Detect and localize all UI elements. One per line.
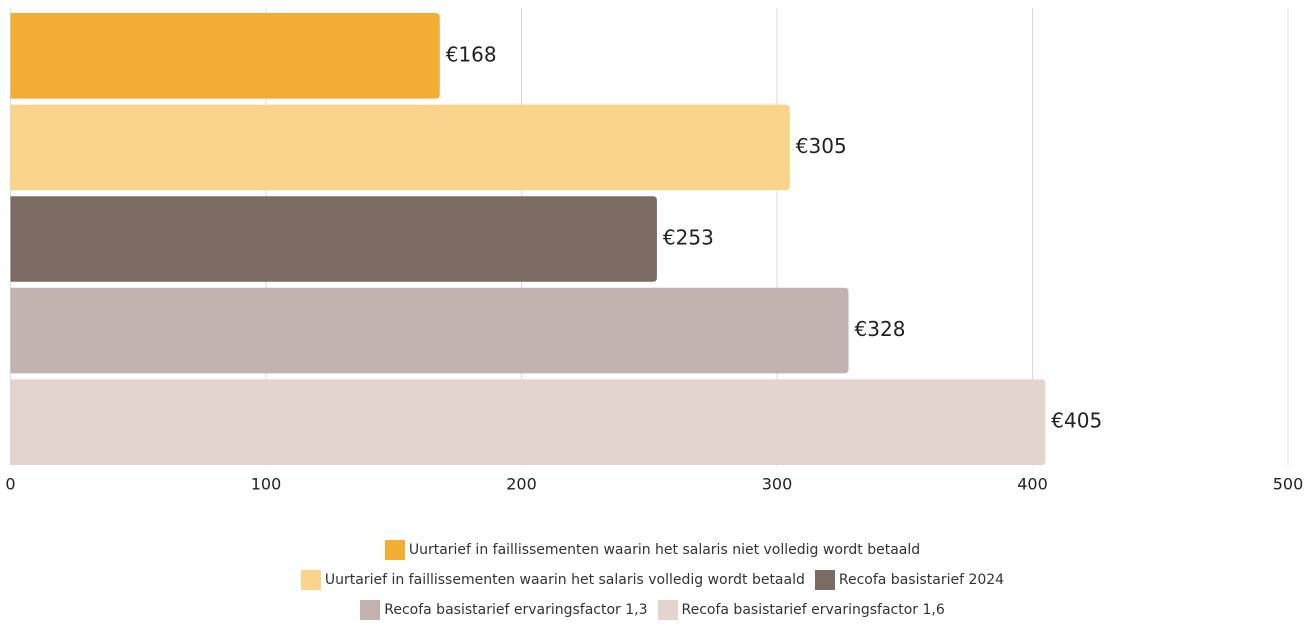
bar	[10, 13, 440, 99]
x-tick-label: 0	[5, 475, 15, 494]
value-label: €168	[446, 42, 497, 66]
legend-label: Recofa basistarief ervaringsfactor 1,3	[384, 602, 648, 618]
bar	[10, 104, 790, 191]
legend: Uurtarief in faillissementen waarin het …	[0, 535, 1305, 625]
legend-item: Uurtarief in faillissementen waarin het …	[300, 570, 805, 590]
legend-item: Recofa basistarief ervaringsfactor 1,6	[657, 600, 945, 620]
legend-label: Uurtarief in faillissementen waarin het …	[324, 572, 805, 588]
x-tick-label: 100	[251, 475, 282, 494]
legend-label: Uurtarief in faillissementen waarin het …	[408, 542, 921, 558]
legend-swatch	[814, 570, 835, 590]
value-label: €305	[796, 134, 847, 158]
legend-item: Recofa basistarief ervaringsfactor 1,3	[360, 600, 648, 620]
legend-row: Recofa basistarief ervaringsfactor 1,3 Re…	[0, 595, 1305, 625]
legend-swatch	[360, 600, 381, 620]
legend-label: Recofa basistarief ervaringsfactor 1,6	[681, 602, 945, 618]
chart: 0 100 200 300 400 500 €168 €305 €253 €328 €405	[5, 8, 1304, 494]
legend-swatch	[384, 540, 405, 560]
legend-item: Uurtarief in faillissementen waarin het …	[384, 540, 921, 560]
x-tick-label: 500	[1273, 475, 1304, 494]
x-tick-label: 200	[506, 475, 537, 494]
legend-row: Uurtarief in faillissementen waarin het …	[0, 535, 1305, 565]
legend-item: Recofa basistarief 2024	[814, 570, 1005, 590]
legend-label: Recofa basistarief 2024	[838, 572, 1005, 588]
value-label: €253	[663, 226, 714, 250]
value-label: €328	[855, 317, 906, 341]
value-label: €405	[1051, 409, 1102, 433]
bar	[10, 287, 849, 374]
bar	[10, 196, 657, 282]
legend-swatch	[657, 600, 678, 620]
bar	[10, 379, 1046, 465]
legend-row: Uurtarief in faillissementen waarin het …	[0, 565, 1305, 595]
x-tick-label: 400	[1017, 475, 1048, 494]
legend-swatch	[300, 570, 321, 590]
x-tick-label: 300	[762, 475, 793, 494]
